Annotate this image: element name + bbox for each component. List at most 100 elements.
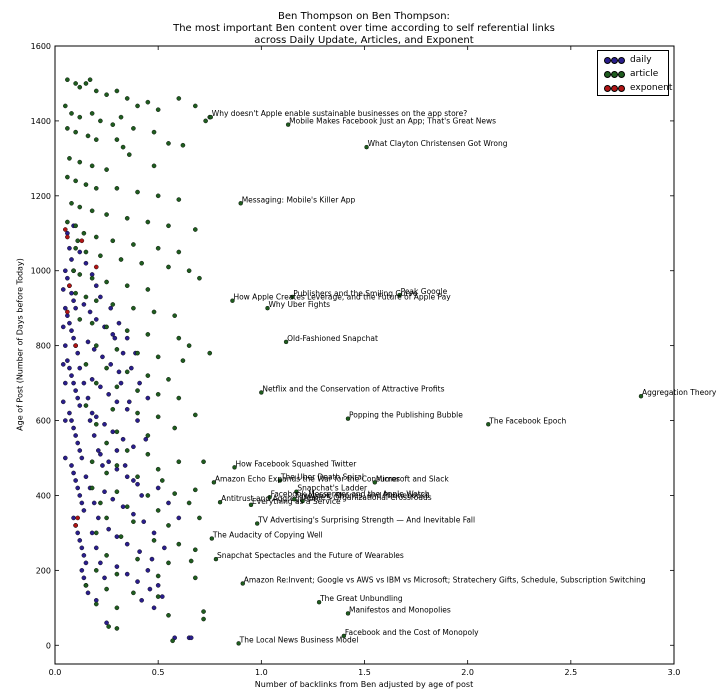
point-daily bbox=[60, 362, 66, 367]
point-exponent bbox=[93, 264, 99, 270]
point-daily bbox=[116, 369, 122, 375]
point-daily bbox=[71, 425, 76, 431]
point-article bbox=[114, 384, 120, 390]
point-article bbox=[126, 152, 132, 157]
point-daily bbox=[83, 260, 89, 266]
point-article bbox=[89, 459, 95, 465]
x-tick-label: 2.0 bbox=[461, 668, 474, 677]
point-daily bbox=[145, 395, 151, 401]
point-daily bbox=[151, 530, 157, 536]
point-daily bbox=[83, 474, 89, 480]
point-article bbox=[201, 616, 206, 622]
point-daily bbox=[81, 302, 87, 307]
point-article bbox=[73, 223, 78, 229]
point-article bbox=[114, 88, 120, 94]
annotated-point bbox=[397, 292, 402, 298]
point-article bbox=[114, 347, 120, 352]
point-daily bbox=[135, 481, 140, 487]
point-annotation: Mobile Makes Facebook Just an App; That'… bbox=[289, 117, 496, 126]
point-daily bbox=[188, 635, 194, 641]
point-exponent bbox=[75, 515, 80, 521]
point-article bbox=[81, 230, 87, 236]
x-tick-label: 1.5 bbox=[358, 668, 371, 677]
legend-label-article: article bbox=[630, 69, 659, 79]
point-daily bbox=[100, 463, 105, 468]
point-article bbox=[155, 414, 161, 420]
point-annotation: Popping the Publishing Bubble bbox=[349, 411, 463, 420]
point-article bbox=[155, 107, 161, 112]
point-daily bbox=[77, 493, 83, 498]
point-daily bbox=[71, 298, 76, 303]
annotated-point bbox=[209, 536, 215, 541]
y-tick-label: 0 bbox=[46, 641, 51, 650]
point-article bbox=[104, 212, 109, 217]
point-article bbox=[155, 354, 161, 360]
point-article bbox=[104, 440, 109, 446]
chart-title-line-3: across Daily Update, Articles, and Expon… bbox=[254, 35, 474, 46]
point-article bbox=[114, 429, 120, 435]
point-article bbox=[71, 268, 76, 274]
point-annotation: Facebook and the Cost of Monopoly bbox=[345, 628, 479, 637]
point-article bbox=[89, 163, 95, 169]
point-article bbox=[145, 451, 151, 457]
point-article bbox=[124, 328, 130, 333]
point-article bbox=[188, 558, 194, 564]
point-article bbox=[197, 515, 202, 521]
x-tick-label: 0.0 bbox=[49, 668, 62, 677]
point-article bbox=[131, 242, 136, 247]
point-article bbox=[145, 493, 151, 498]
annotated-point bbox=[292, 497, 297, 502]
point-article bbox=[118, 257, 124, 262]
point-article bbox=[180, 142, 186, 148]
point-article bbox=[193, 227, 198, 232]
point-article bbox=[87, 77, 93, 83]
point-article bbox=[75, 238, 80, 244]
point-daily bbox=[87, 418, 93, 423]
point-article bbox=[67, 156, 72, 161]
point-daily bbox=[120, 350, 126, 356]
annotated-point bbox=[345, 611, 351, 616]
point-article bbox=[93, 234, 99, 240]
point-article bbox=[155, 466, 161, 472]
point-article bbox=[131, 126, 136, 131]
point-article bbox=[166, 141, 171, 146]
point-daily bbox=[176, 515, 182, 521]
point-article bbox=[193, 575, 198, 581]
point-daily bbox=[60, 399, 66, 405]
point-article bbox=[77, 114, 83, 120]
point-article bbox=[118, 114, 124, 120]
point-article bbox=[131, 519, 136, 524]
legend-item-daily: daily bbox=[604, 54, 652, 66]
point-article bbox=[110, 238, 116, 244]
point-article bbox=[155, 193, 161, 199]
annotated-point bbox=[300, 498, 305, 504]
point-daily bbox=[93, 414, 99, 420]
point-article bbox=[176, 249, 182, 255]
legend-marker-exponent bbox=[604, 84, 625, 92]
point-daily bbox=[162, 545, 167, 551]
x-tick-label: 2.5 bbox=[564, 668, 577, 677]
point-article bbox=[89, 111, 95, 116]
point-article bbox=[131, 305, 136, 311]
point-article bbox=[98, 253, 103, 259]
point-daily bbox=[79, 455, 85, 461]
annotated-point bbox=[211, 480, 217, 485]
point-daily bbox=[87, 309, 93, 315]
point-article bbox=[193, 103, 198, 109]
point-article bbox=[180, 358, 186, 363]
point-article bbox=[83, 362, 89, 367]
y-tick-label: 1000 bbox=[31, 267, 51, 276]
point-article bbox=[65, 77, 70, 83]
point-daily bbox=[73, 433, 78, 438]
point-daily bbox=[60, 287, 66, 292]
point-article bbox=[93, 298, 99, 303]
point-article bbox=[110, 407, 116, 412]
point-article bbox=[120, 144, 126, 150]
annotated-point bbox=[283, 339, 289, 345]
point-daily bbox=[131, 511, 136, 517]
point-article bbox=[145, 287, 151, 292]
annotated-point bbox=[230, 298, 235, 303]
point-daily bbox=[79, 500, 85, 506]
point-article bbox=[110, 122, 116, 127]
point-daily bbox=[155, 485, 161, 491]
